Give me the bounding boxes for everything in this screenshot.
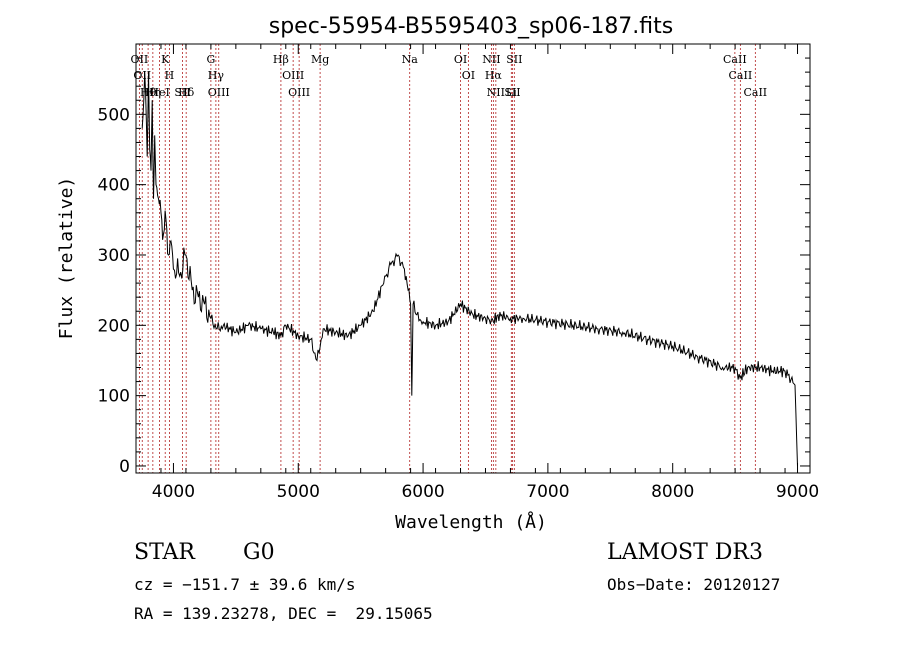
line-marker-label: Mg bbox=[311, 53, 329, 66]
x-tick-label: 6000 bbox=[401, 482, 444, 502]
line-marker-label: Na bbox=[402, 53, 419, 66]
y-tick-label: 100 bbox=[98, 387, 130, 407]
line-marker-label: Hα bbox=[485, 69, 503, 82]
line-marker-label: OIII bbox=[288, 86, 310, 99]
y-axis-ticks: 0 100 200 300 400 500 bbox=[98, 57, 810, 477]
x-axis-label: Wavelength (Å) bbox=[395, 511, 547, 533]
x-tick-label: 5000 bbox=[277, 482, 320, 502]
x-tick-label: 7000 bbox=[526, 482, 569, 502]
x-tick-label: 8000 bbox=[651, 482, 694, 502]
subclass-label: G0 bbox=[243, 540, 275, 565]
line-marker-label: OI bbox=[454, 53, 467, 66]
line-marker-label: CaII bbox=[729, 69, 753, 82]
line-marker-label: Hδ bbox=[178, 86, 195, 99]
line-marker-label: NII bbox=[482, 53, 500, 66]
y-tick-label: 300 bbox=[98, 246, 130, 266]
line-marker-label: SII bbox=[174, 86, 190, 99]
x-axis-ticks: 4000 5000 6000 7000 8000 9000 bbox=[135, 44, 819, 502]
line-marker-label: SII bbox=[506, 53, 522, 66]
y-tick-label: 0 bbox=[119, 457, 130, 477]
y-tick-label: 400 bbox=[98, 176, 130, 196]
plot-frame bbox=[135, 43, 811, 474]
cz-value: cz = −151.7 ± 39.6 km/s bbox=[134, 575, 356, 594]
line-marker-label: OIII bbox=[208, 86, 230, 99]
chart-title: spec-55954-B5595403_sp06-187.fits bbox=[269, 14, 674, 39]
y-axis-label: Flux (relative) bbox=[56, 177, 77, 340]
x-tick-label: 4000 bbox=[152, 482, 195, 502]
coordinates: RA = 139.23278, DEC = 29.15065 bbox=[134, 604, 433, 623]
y-tick-label: 500 bbox=[98, 105, 130, 125]
line-markers bbox=[138, 44, 756, 473]
line-marker-label: NII bbox=[487, 86, 505, 99]
spectrum-line bbox=[141, 72, 798, 467]
line-marker-label: Hγ bbox=[208, 69, 225, 82]
survey-label: LAMOST DR3 bbox=[607, 540, 763, 565]
line-marker-label: Hβ bbox=[273, 53, 289, 66]
class-label: STAR bbox=[134, 540, 195, 565]
line-marker-label: CaII bbox=[723, 53, 747, 66]
line-marker-label: OIII bbox=[282, 69, 304, 82]
line-marker-label: K bbox=[161, 53, 170, 66]
line-marker-label: Li bbox=[506, 86, 517, 99]
obs-date: Obs−Date: 20120127 bbox=[607, 575, 781, 594]
line-marker-label: G bbox=[206, 53, 215, 66]
line-marker-label: H bbox=[165, 69, 175, 82]
line-marker-label: CaII bbox=[743, 86, 767, 99]
line-marker-label: OI bbox=[462, 69, 475, 82]
x-tick-label: 9000 bbox=[776, 482, 819, 502]
line-marker-label: HeI bbox=[149, 86, 169, 99]
line-marker-label: OII bbox=[131, 53, 149, 66]
line-marker-label: SII bbox=[504, 86, 520, 99]
y-tick-label: 200 bbox=[98, 316, 130, 336]
